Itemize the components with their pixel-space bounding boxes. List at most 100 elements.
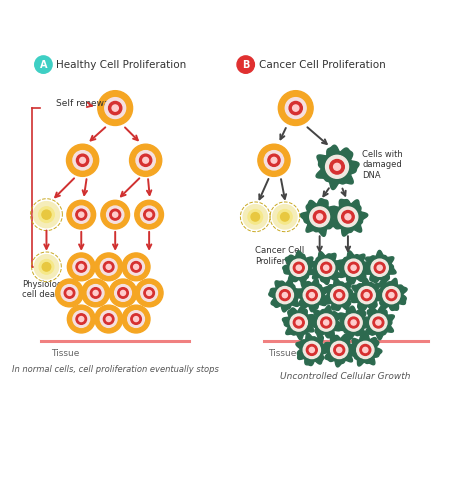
Polygon shape bbox=[374, 278, 407, 310]
Text: Cancer Cell Proliferation: Cancer Cell Proliferation bbox=[259, 60, 385, 70]
Circle shape bbox=[73, 206, 90, 224]
Circle shape bbox=[42, 262, 51, 271]
Circle shape bbox=[134, 316, 138, 322]
Circle shape bbox=[73, 310, 90, 328]
Circle shape bbox=[348, 317, 359, 328]
Circle shape bbox=[264, 150, 283, 170]
Circle shape bbox=[374, 262, 385, 273]
Circle shape bbox=[363, 348, 368, 352]
Circle shape bbox=[334, 164, 340, 170]
Circle shape bbox=[34, 202, 60, 228]
Circle shape bbox=[303, 286, 320, 304]
Circle shape bbox=[106, 264, 111, 270]
Circle shape bbox=[110, 209, 121, 220]
Circle shape bbox=[106, 316, 111, 322]
Circle shape bbox=[122, 305, 150, 333]
Circle shape bbox=[279, 290, 290, 300]
Text: B: B bbox=[242, 60, 249, 70]
Circle shape bbox=[358, 286, 375, 304]
Circle shape bbox=[91, 288, 101, 298]
Circle shape bbox=[324, 320, 329, 325]
Circle shape bbox=[282, 292, 287, 298]
Circle shape bbox=[334, 290, 345, 300]
Circle shape bbox=[120, 290, 126, 296]
Circle shape bbox=[370, 314, 387, 331]
Circle shape bbox=[95, 253, 123, 281]
Circle shape bbox=[258, 144, 290, 176]
Circle shape bbox=[122, 253, 150, 281]
Text: Cancer Cell
Proliferation: Cancer Cell Proliferation bbox=[255, 246, 307, 266]
Circle shape bbox=[330, 342, 348, 358]
Circle shape bbox=[115, 284, 131, 302]
Circle shape bbox=[128, 310, 145, 328]
Circle shape bbox=[39, 260, 54, 274]
Circle shape bbox=[337, 348, 342, 352]
Circle shape bbox=[67, 253, 95, 281]
Circle shape bbox=[95, 305, 123, 333]
Polygon shape bbox=[309, 306, 341, 338]
Circle shape bbox=[309, 348, 314, 352]
Polygon shape bbox=[295, 278, 328, 312]
Circle shape bbox=[76, 262, 87, 272]
Circle shape bbox=[93, 290, 98, 296]
Text: Tissue: Tissue bbox=[268, 348, 297, 358]
Circle shape bbox=[109, 102, 122, 114]
Circle shape bbox=[67, 200, 96, 229]
Circle shape bbox=[146, 212, 152, 217]
Polygon shape bbox=[324, 278, 356, 310]
Circle shape bbox=[276, 286, 293, 304]
Circle shape bbox=[293, 262, 304, 273]
Circle shape bbox=[330, 160, 344, 174]
Circle shape bbox=[281, 212, 289, 221]
Circle shape bbox=[386, 290, 397, 300]
Circle shape bbox=[306, 290, 317, 300]
Circle shape bbox=[118, 288, 128, 298]
Text: Tissue: Tissue bbox=[51, 348, 79, 358]
Circle shape bbox=[313, 210, 326, 223]
Circle shape bbox=[143, 158, 148, 163]
Text: Proliferation of Healthy Cells and Cancer Cells: Proliferation of Healthy Cells and Cance… bbox=[15, 14, 430, 32]
Circle shape bbox=[351, 320, 356, 325]
Circle shape bbox=[98, 90, 133, 126]
Circle shape bbox=[361, 290, 372, 300]
Circle shape bbox=[146, 290, 152, 296]
Polygon shape bbox=[300, 198, 338, 236]
Circle shape bbox=[135, 279, 163, 307]
Circle shape bbox=[237, 56, 255, 74]
Circle shape bbox=[334, 344, 345, 356]
Circle shape bbox=[61, 284, 78, 302]
Polygon shape bbox=[324, 334, 356, 367]
Circle shape bbox=[101, 200, 129, 229]
Circle shape bbox=[330, 286, 348, 304]
Circle shape bbox=[377, 265, 382, 270]
Circle shape bbox=[292, 105, 299, 111]
Circle shape bbox=[345, 214, 351, 220]
Circle shape bbox=[76, 209, 87, 220]
Circle shape bbox=[268, 154, 280, 166]
Polygon shape bbox=[348, 334, 382, 366]
Polygon shape bbox=[330, 200, 368, 236]
Circle shape bbox=[64, 288, 75, 298]
Circle shape bbox=[248, 210, 263, 224]
Circle shape bbox=[67, 290, 72, 296]
Circle shape bbox=[345, 314, 362, 331]
Circle shape bbox=[383, 286, 400, 304]
Circle shape bbox=[80, 158, 85, 163]
Circle shape bbox=[351, 265, 356, 270]
Circle shape bbox=[310, 207, 329, 227]
Circle shape bbox=[100, 310, 117, 328]
Circle shape bbox=[348, 262, 359, 273]
Circle shape bbox=[144, 288, 155, 298]
Circle shape bbox=[318, 259, 335, 276]
Circle shape bbox=[135, 200, 164, 229]
Circle shape bbox=[321, 262, 332, 273]
Text: Healthy Cell Proliferation: Healthy Cell Proliferation bbox=[56, 60, 187, 70]
Circle shape bbox=[309, 292, 314, 298]
Circle shape bbox=[131, 314, 141, 324]
Circle shape bbox=[131, 262, 141, 272]
Circle shape bbox=[290, 259, 307, 276]
Circle shape bbox=[273, 204, 297, 229]
Circle shape bbox=[251, 212, 260, 221]
Text: Uncontrolled Cellular Growth: Uncontrolled Cellular Growth bbox=[281, 372, 411, 381]
Text: ID 167464732  Pattarawit Chompipat: ID 167464732 Pattarawit Chompipat bbox=[347, 488, 465, 492]
